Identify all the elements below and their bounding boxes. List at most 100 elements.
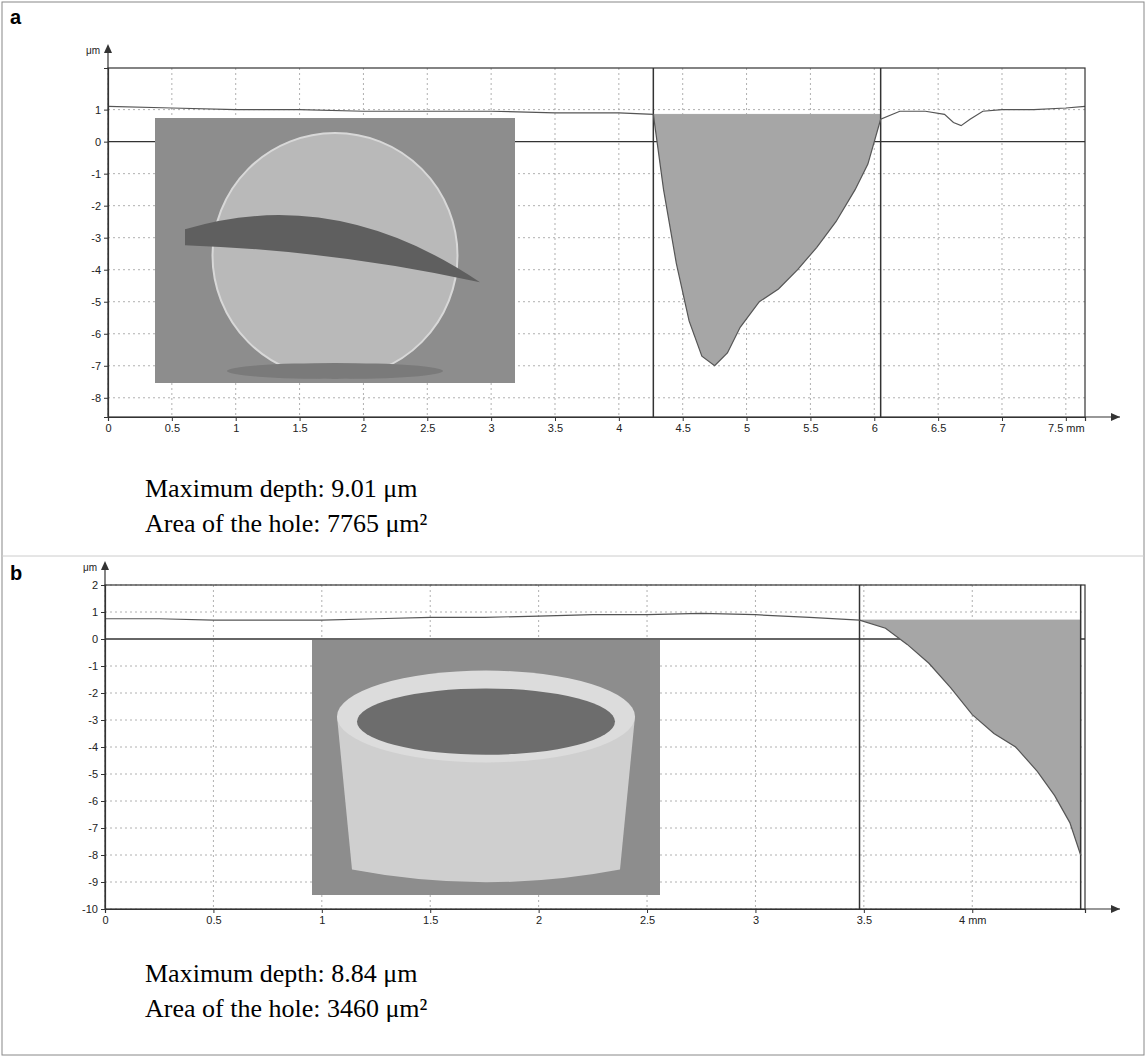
x-tick-mark xyxy=(1066,417,1067,421)
x-tick-label: 1 xyxy=(319,914,325,926)
x-tick-mark xyxy=(555,417,556,421)
x-tick: 1 xyxy=(319,909,325,926)
hole-level xyxy=(860,620,1081,621)
x-tick-mark xyxy=(322,909,323,913)
x-tick-label: 0.5 xyxy=(206,914,221,926)
x-axis-arrowhead xyxy=(1111,413,1120,421)
x-tick: 2 xyxy=(536,909,542,926)
y-tick: -7 xyxy=(91,360,108,372)
grid-line-x xyxy=(863,585,864,909)
y-tick-mark xyxy=(101,666,105,667)
y-tick-mark xyxy=(104,142,108,143)
x-tick-mark xyxy=(427,417,428,421)
y-tick-label: -5 xyxy=(91,296,101,308)
y-axis-arrowhead xyxy=(104,44,112,53)
y-axis-arrowhead xyxy=(101,561,109,570)
x-tick-mark xyxy=(430,909,431,913)
y-tick: -4 xyxy=(88,741,105,753)
x-tick-mark xyxy=(972,909,973,913)
x-tick-label: 2 xyxy=(361,422,367,434)
x-tick-label: 1.5 xyxy=(423,914,438,926)
y-tick-label: -7 xyxy=(88,822,98,834)
hole-level xyxy=(653,114,880,115)
hole-cursor xyxy=(1080,585,1082,909)
grid-line-x xyxy=(1001,68,1002,417)
hole-area xyxy=(653,114,880,365)
grid-line-x xyxy=(938,68,939,417)
x-tick: 4 xyxy=(616,417,622,434)
x-tick: 7.5 mm xyxy=(1048,417,1085,434)
y-tick: -3 xyxy=(91,232,108,244)
x-tick-mark xyxy=(491,417,492,421)
y-axis: 210-1-2-3-4-5-6-7-8-9-10 xyxy=(82,579,105,915)
x-tick-label: 4 xyxy=(616,422,622,434)
y-tick-label: 0 xyxy=(95,136,101,148)
inset-base xyxy=(227,363,443,379)
x-tick-label: 7 xyxy=(999,422,1005,434)
annotation: Maximum depth: 9.01 μm xyxy=(145,474,417,503)
y-tick-mark xyxy=(101,747,105,748)
x-tick-label: 1 xyxy=(233,422,239,434)
y-tick: -7 xyxy=(88,822,105,834)
panel: 00.511.522.533.54 mm210-1-2-3-4-5-6-7-8-… xyxy=(82,561,1120,926)
x-tick-mark xyxy=(236,417,237,421)
y-tick: 2 xyxy=(92,579,105,591)
y-tick-label: -2 xyxy=(91,200,101,212)
x-tick-label: 6 xyxy=(872,422,878,434)
y-tick-label: 0 xyxy=(92,633,98,645)
y-tick-label: -5 xyxy=(88,768,98,780)
x-tick: 2.5 xyxy=(420,417,435,434)
y-tick-label: -6 xyxy=(88,795,98,807)
x-tick-label: 3.5 xyxy=(548,422,563,434)
x-tick-mark xyxy=(300,417,301,421)
y-tick-mark xyxy=(104,302,108,303)
x-tick: 5 xyxy=(744,417,750,434)
x-tick-label: 0.5 xyxy=(165,422,180,434)
y-tick-mark xyxy=(101,720,105,721)
y-tick-label: -8 xyxy=(91,392,101,404)
panel-letter: a xyxy=(10,6,22,28)
y-tick: -2 xyxy=(91,200,108,212)
inset-band xyxy=(185,215,480,282)
x-tick-mark xyxy=(810,417,811,421)
x-tick: 2 xyxy=(361,417,367,434)
x-tick: 7 xyxy=(999,417,1005,434)
x-tick: 3.5 xyxy=(857,909,872,926)
y-tick-label: -9 xyxy=(88,876,98,888)
x-tick: 0 xyxy=(102,909,108,926)
y-tick-mark xyxy=(104,174,108,175)
y-tick-mark xyxy=(101,882,105,883)
y-tick: -6 xyxy=(88,795,105,807)
y-tick: 0 xyxy=(92,633,105,645)
y-tick: -10 xyxy=(82,903,105,915)
x-axis-line xyxy=(106,910,1086,914)
grid-line-x xyxy=(213,585,214,909)
hole-area xyxy=(860,620,1081,855)
x-tick-mark xyxy=(755,909,756,913)
x-tick: 6 xyxy=(872,417,878,434)
x-tick-label: 4 mm xyxy=(959,914,987,926)
x-tick-mark xyxy=(874,417,875,421)
x-tick-label: 4.5 xyxy=(676,422,691,434)
grid-line-x xyxy=(1065,68,1066,417)
y-tick-label: -2 xyxy=(88,687,98,699)
plot-frame xyxy=(105,585,1085,909)
y-tick-label: -4 xyxy=(91,264,101,276)
x-tick-label: 0 xyxy=(102,914,108,926)
x-tick-mark xyxy=(172,417,173,421)
x-axis: 00.511.522.533.54 mm xyxy=(102,909,1085,926)
inset-background xyxy=(312,640,660,895)
x-tick-label: 3.5 xyxy=(857,914,872,926)
x-tick-mark xyxy=(213,909,214,913)
x-tick-label: 1.5 xyxy=(292,422,307,434)
panel-letter: b xyxy=(10,562,22,584)
y-tick-mark xyxy=(104,398,108,399)
profile-line xyxy=(108,106,1085,365)
y-tick-label: -4 xyxy=(88,741,98,753)
grid xyxy=(105,585,1085,909)
y-axis-line xyxy=(101,586,106,910)
inset-photo xyxy=(312,640,660,895)
y-tick: -2 xyxy=(88,687,105,699)
hole-cursor xyxy=(859,585,861,909)
inset-background xyxy=(155,118,515,383)
